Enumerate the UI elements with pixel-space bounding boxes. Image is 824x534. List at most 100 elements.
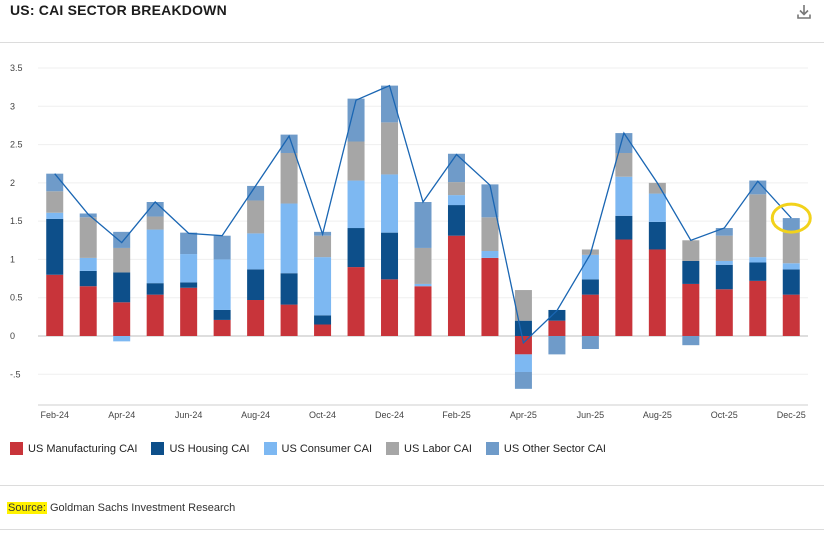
bar-segment (682, 260, 700, 284)
x-tick-label: Dec-24 (375, 410, 404, 420)
legend-swatch-other (485, 442, 499, 455)
bar-segment (180, 254, 198, 283)
bar-segment (347, 267, 365, 336)
legend: US Manufacturing CAI US Housing CAI US C… (10, 442, 606, 455)
bar-segment (514, 371, 532, 389)
bar-segment (314, 235, 332, 258)
bar-segment (682, 336, 700, 346)
y-tick-label: 1.5 (10, 216, 23, 226)
bottom-divider (0, 529, 824, 530)
bar-segment (314, 257, 332, 316)
bar-segment (247, 200, 265, 234)
bar-segment (213, 309, 231, 320)
chart-title: US: CAI SECTOR BREAKDOWN (10, 2, 227, 18)
bar-segment (514, 336, 532, 355)
bar-segment (447, 235, 465, 336)
bar-segment (481, 217, 499, 252)
bar-segment (280, 152, 298, 204)
bar-segment (46, 173, 64, 192)
bar-segment (581, 336, 599, 350)
bar-segment (481, 251, 499, 258)
bar-segment (682, 240, 700, 261)
bar-segment (347, 228, 365, 268)
bar-segment (581, 294, 599, 336)
bar-segment (481, 184, 499, 218)
bar-segment (749, 180, 767, 195)
bar-segment (414, 283, 432, 287)
legend-item-manufacturing[interactable]: US Manufacturing CAI (10, 442, 137, 455)
bar-segment (615, 176, 633, 216)
bar-segment (213, 235, 231, 260)
x-tick-label: Apr-24 (108, 410, 135, 420)
legend-swatch-manufacturing (10, 442, 23, 455)
legend-label-other: US Other Sector CAI (503, 442, 606, 455)
bar-segment (280, 273, 298, 305)
bar-segment (113, 247, 131, 273)
bar-segment (447, 205, 465, 236)
x-tick-label: Apr-25 (510, 410, 537, 420)
bar-segment (280, 203, 298, 274)
bar-segment (715, 264, 733, 290)
bar-segment (481, 257, 499, 336)
bar-segment (314, 315, 332, 325)
legend-item-other[interactable]: US Other Sector CAI (485, 442, 606, 455)
bar-segment (782, 218, 800, 233)
bar-segment (247, 185, 265, 201)
x-tick-label: Aug-24 (241, 410, 270, 420)
bar-segment (514, 290, 532, 321)
source-label: Source: (7, 502, 47, 514)
bar-segment (447, 182, 465, 196)
x-tick-label: Feb-24 (40, 410, 69, 420)
source-note: Source: Goldman Sachs Investment Researc… (7, 502, 235, 514)
bar-segment (648, 182, 666, 194)
bar-segment (381, 279, 399, 336)
bar-segment (782, 232, 800, 264)
bar-segment (314, 324, 332, 336)
y-tick-label: 1 (10, 254, 15, 264)
legend-swatch-labor (386, 442, 400, 455)
bar-segment (180, 232, 198, 255)
bar-segment (548, 336, 566, 355)
bar-segment (280, 304, 298, 336)
bar-segment (46, 212, 64, 219)
bar-segment (46, 274, 64, 336)
bar-segment (146, 294, 164, 336)
bar-segment (615, 215, 633, 240)
bar-segment (347, 180, 365, 229)
bar-segment (682, 283, 700, 336)
bar-segment (146, 283, 164, 295)
y-tick-label: 2 (10, 178, 15, 188)
bar-segment (514, 320, 532, 336)
y-tick-label: -.5 (10, 369, 21, 379)
bar-segment (782, 269, 800, 295)
bar-segment (414, 247, 432, 284)
legend-item-housing[interactable]: US Housing CAI (151, 442, 250, 455)
download-icon[interactable] (794, 2, 814, 22)
bar-segment (79, 213, 97, 218)
legend-item-consumer[interactable]: US Consumer CAI (263, 442, 372, 455)
bar-segment (79, 286, 97, 336)
bar-segment (615, 239, 633, 336)
y-tick-label: 0.5 (10, 293, 23, 303)
legend-label-housing: US Housing CAI (169, 442, 250, 455)
bar-segment (447, 195, 465, 206)
bar-segment (648, 221, 666, 250)
bar-segment (715, 289, 733, 336)
bar-segment (146, 216, 164, 230)
x-tick-label: Dec-25 (777, 410, 806, 420)
legend-item-labor[interactable]: US Labor CAI (386, 442, 472, 455)
bar-segment (79, 257, 97, 271)
footer-divider (0, 485, 824, 486)
bar-segment (615, 152, 633, 177)
x-tick-label: Jun-25 (577, 410, 605, 420)
bar-segment (113, 336, 131, 342)
bar-segment (347, 98, 365, 142)
bar-segment (213, 319, 231, 336)
x-tick-label: Feb-25 (442, 410, 471, 420)
bar-segment (180, 287, 198, 336)
bar-segment (79, 217, 97, 258)
bar-segment (548, 320, 566, 336)
bar-segment (414, 286, 432, 336)
bar-segment (782, 263, 800, 270)
bar-segment (46, 191, 64, 213)
